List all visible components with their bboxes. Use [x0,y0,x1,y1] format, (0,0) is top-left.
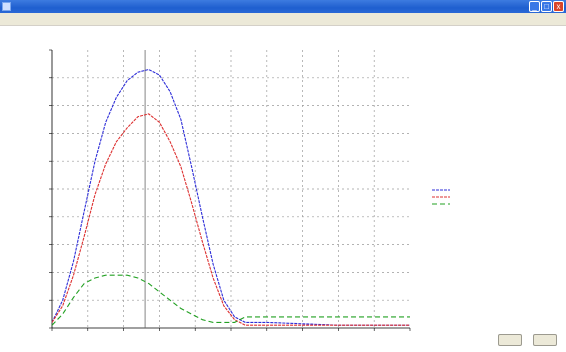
window-controls: _ □ x [529,1,564,12]
series-line-1 [51,68,410,326]
menu-bar [0,13,566,26]
close-button[interactable]: x [553,1,564,12]
legend [432,189,450,205]
axes [49,49,411,331]
grid [52,50,410,328]
app-icon [2,2,11,11]
series-line-2 [51,113,410,326]
spectrum-chart [49,49,450,331]
title-bar: _ □ x [0,0,566,13]
plot-series [51,50,410,328]
maximize-button[interactable]: □ [541,1,552,12]
minimize-button[interactable]: _ [529,1,540,12]
series-line-3 [51,274,410,326]
left-button[interactable] [498,334,522,346]
right-button[interactable] [533,334,557,346]
chart-area [0,26,566,347]
